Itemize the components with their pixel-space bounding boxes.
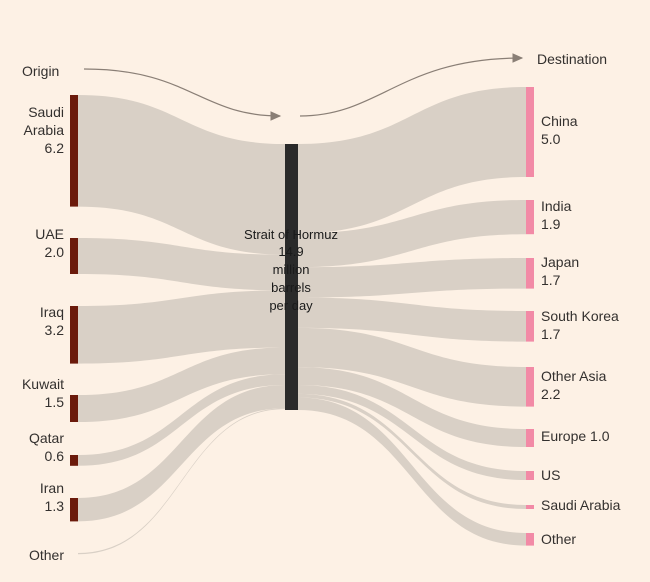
destination-flow xyxy=(298,297,526,342)
origin-flow xyxy=(78,238,285,291)
origin-flow xyxy=(78,347,285,422)
destination-bar xyxy=(526,367,534,407)
origin-label: Qatar xyxy=(29,430,64,446)
origin-arrow xyxy=(83,68,282,121)
destination-flow xyxy=(298,87,526,234)
strait-label-line: barrels xyxy=(271,280,311,295)
origin-bar xyxy=(70,95,78,207)
destination-label: Europe 1.0 xyxy=(541,428,610,444)
destination-label: China xyxy=(541,113,578,129)
origin-flow xyxy=(78,385,285,522)
origin-bar xyxy=(70,238,78,274)
flow-group xyxy=(78,87,526,555)
destination-label: Other xyxy=(541,531,576,547)
origin-label: 6.2 xyxy=(45,140,65,156)
origin-label: 2.0 xyxy=(45,244,65,260)
destination-bar xyxy=(526,505,534,509)
destination-label: Destination xyxy=(537,51,607,67)
destination-flow xyxy=(298,327,526,407)
origin-flow xyxy=(78,408,285,555)
destination-flow xyxy=(298,258,526,298)
destination-label: US xyxy=(541,467,560,483)
destination-label: Japan xyxy=(541,254,579,270)
origin-bar xyxy=(70,498,78,522)
destination-flow xyxy=(298,393,526,509)
node-labels: Saudi Arabia 6.2 UAE 2.0 Iraq 3.2 Kuwait 1.5 Qata… xyxy=(22,104,621,563)
origin-label: Iran xyxy=(40,480,64,496)
destination-arrow xyxy=(299,53,524,117)
origin-label: Kuwait xyxy=(22,376,64,392)
destination-bar xyxy=(526,258,534,289)
origin-flow xyxy=(78,290,285,364)
strait-bar xyxy=(285,144,298,410)
destination-label: Saudi Arabia xyxy=(541,497,621,513)
destination-flow xyxy=(298,397,526,546)
strait-label-line: million xyxy=(273,262,310,277)
destination-label: 1.7 xyxy=(541,326,561,342)
origin-label: Other xyxy=(29,547,64,563)
bar-group xyxy=(70,87,534,546)
origin-label: Iraq xyxy=(40,304,64,320)
origin-flow xyxy=(78,95,285,255)
destination-bar xyxy=(526,429,534,447)
destination-bar xyxy=(526,200,534,235)
origin-bar xyxy=(70,455,78,466)
origin-flow xyxy=(78,374,285,466)
strait-label-line: per day xyxy=(269,298,313,313)
origin-label: UAE xyxy=(35,226,64,242)
origin-bar xyxy=(70,395,78,422)
strait-label-line: Strait of Hormuz xyxy=(244,227,338,242)
origin-label: 1.5 xyxy=(45,394,65,410)
destination-label: Other Asia xyxy=(541,368,607,384)
destination-label: South Korea xyxy=(541,308,619,324)
destination-bar xyxy=(526,311,534,342)
origin-label: Arabia xyxy=(24,122,65,138)
destination-label: 1.7 xyxy=(541,272,561,288)
destination-label: India xyxy=(541,198,572,214)
destination-label: 2.2 xyxy=(541,386,561,402)
destination-flow xyxy=(298,200,526,268)
strait-label: Strait of Hormuz 14.9 million barrels pe… xyxy=(244,227,338,313)
destination-label: 5.0 xyxy=(541,131,561,147)
origin-label: Saudi xyxy=(28,104,64,120)
origin-label: 0.6 xyxy=(45,448,65,464)
destination-bar xyxy=(526,87,534,177)
origin-label: 3.2 xyxy=(45,322,65,338)
destination-flow xyxy=(298,367,526,447)
strait-label-line: 14.9 xyxy=(278,244,303,259)
destination-bar xyxy=(526,471,534,480)
destination-flow xyxy=(298,385,526,480)
destination-bar xyxy=(526,533,534,546)
origin-bar xyxy=(70,306,78,364)
destination-label: 1.9 xyxy=(541,216,561,232)
origin-label: Origin xyxy=(22,63,59,79)
origin-label: 1.3 xyxy=(45,498,65,514)
